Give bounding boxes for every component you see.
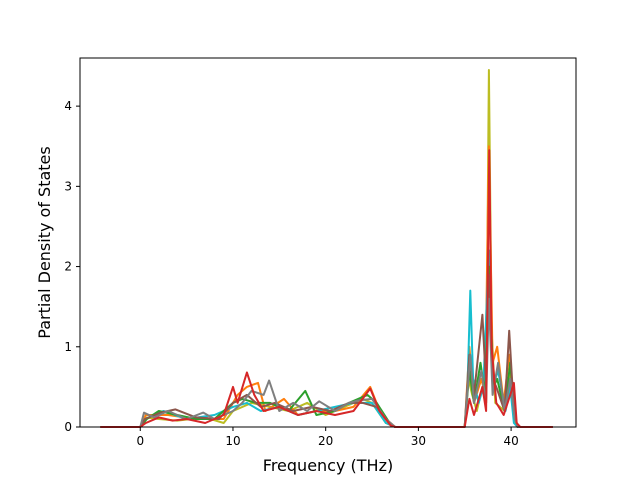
- x-tick-label: 20: [318, 434, 333, 448]
- x-axis-ticks: 0 10 20 30 40: [136, 427, 519, 448]
- plot-frame: [79, 57, 577, 428]
- x-axis-label: Frequency (THz): [263, 456, 393, 475]
- y-tick-label: 0: [64, 420, 72, 434]
- y-axis-label: Partial Density of States: [35, 146, 54, 338]
- pdos-series-line-6: [100, 297, 553, 428]
- plot-series-group: [100, 69, 553, 428]
- pdos-series-line-7: [100, 149, 553, 428]
- y-tick-label: 2: [64, 260, 72, 274]
- x-tick-label: 0: [136, 434, 144, 448]
- y-tick-label: 3: [64, 179, 72, 193]
- pdos-series-line-3: [100, 249, 553, 428]
- pdos-series-line-2: [100, 145, 553, 428]
- x-tick-label: 10: [225, 434, 240, 448]
- x-tick-label: 30: [411, 434, 426, 448]
- y-tick-label: 1: [64, 340, 72, 354]
- y-tick-label: 4: [64, 99, 72, 113]
- pdos-series-line-4: [100, 265, 553, 428]
- x-tick-label: 40: [503, 434, 518, 448]
- y-axis-ticks: 0 1 2 3 4: [64, 99, 80, 434]
